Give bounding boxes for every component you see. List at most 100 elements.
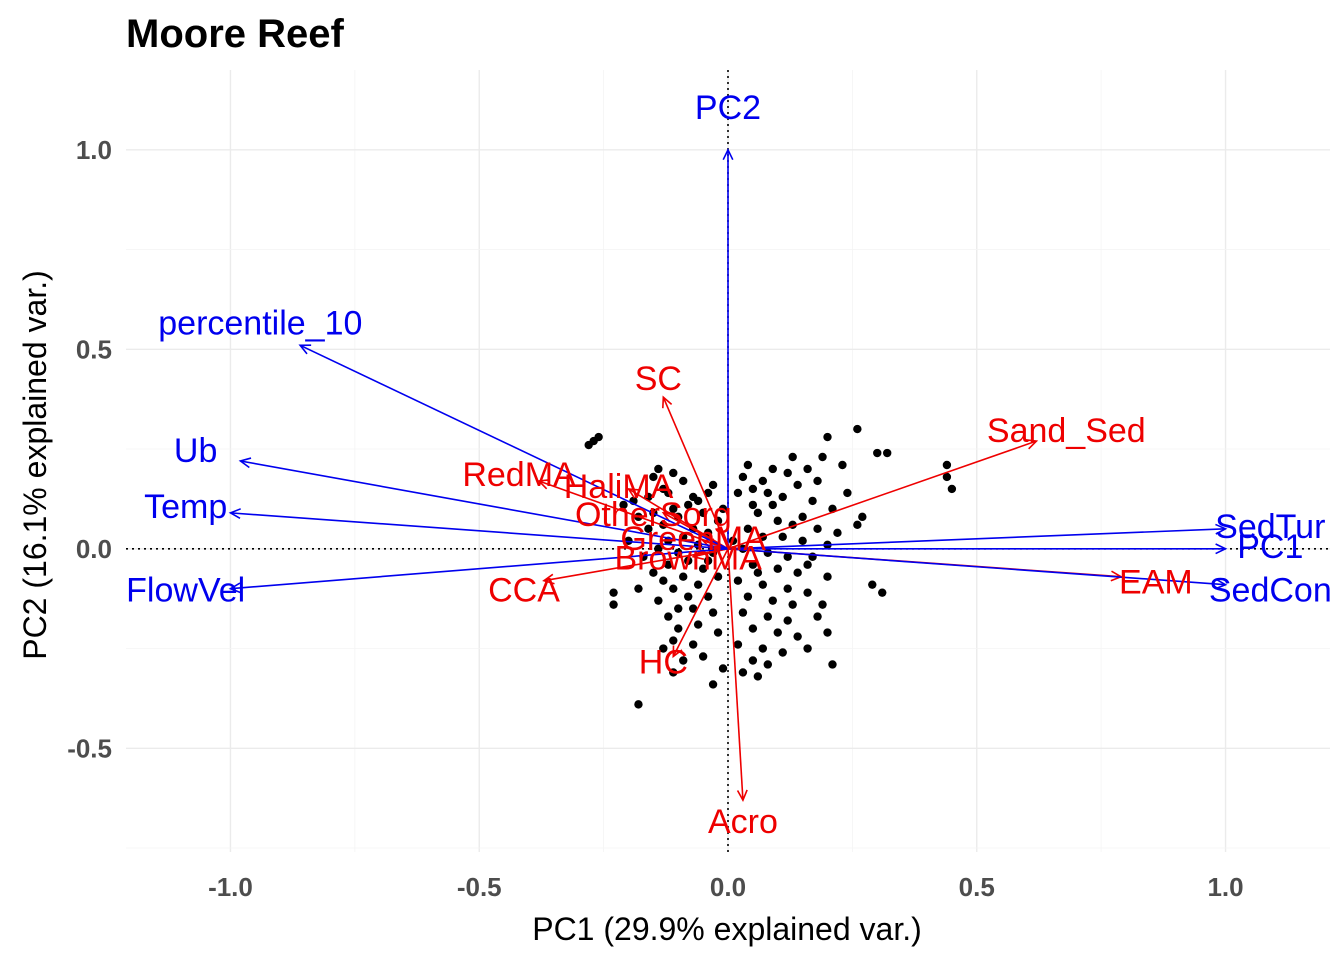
score-point — [823, 572, 832, 581]
score-point — [763, 612, 773, 621]
arrowhead-SedCon — [1215, 578, 1228, 590]
score-point — [683, 500, 693, 510]
arrow-label-GreenMA: GreenMA — [620, 520, 766, 558]
score-point — [649, 472, 658, 482]
arrow-label-SedTur: SedTur — [1215, 508, 1325, 546]
score-point — [698, 508, 708, 518]
score-point — [942, 460, 952, 470]
score-point — [773, 564, 782, 573]
y-axis-label: PC2 (16.1% explained var.) — [17, 270, 53, 660]
score-point — [683, 592, 693, 601]
score-point — [808, 496, 817, 506]
arrow-Ub — [240, 460, 729, 550]
loading-arrows — [228, 147, 1228, 802]
arrow-label-HC: HC — [639, 643, 688, 681]
arrow-CCA — [543, 547, 729, 582]
score-point — [773, 628, 782, 637]
score-point — [753, 568, 763, 577]
score-point — [853, 424, 862, 434]
score-point — [669, 468, 678, 478]
score-point — [763, 488, 773, 498]
arrow-Sand_Sed — [727, 440, 1037, 550]
arrow-label-Acro: Acro — [708, 803, 778, 841]
arrowhead-OtherSorg — [661, 511, 675, 523]
score-point — [763, 660, 773, 669]
score-point — [738, 608, 748, 617]
x-tick-label: 0.0 — [710, 872, 746, 902]
score-point — [748, 656, 758, 665]
score-point — [748, 500, 758, 510]
score-point — [843, 488, 852, 498]
arrowhead-SedTur — [1215, 523, 1228, 535]
score-point — [783, 552, 792, 561]
arrow-label-OtherSorg: OtherSorg — [575, 496, 732, 534]
arrow-RedMA — [538, 480, 729, 550]
score-point — [883, 448, 892, 458]
score-point — [738, 472, 748, 482]
arrowhead-PC2 — [722, 147, 734, 161]
chart-title: Moore Reef — [126, 12, 344, 56]
arrow-label-Sand_Sed: Sand_Sed — [987, 412, 1146, 450]
score-point — [688, 604, 698, 613]
score-point — [664, 612, 673, 621]
arrowhead-SC — [662, 395, 673, 409]
score-point — [743, 592, 753, 601]
score-point — [798, 536, 807, 545]
score-point — [788, 600, 797, 609]
score-point — [654, 464, 663, 474]
arrow-Temp — [230, 512, 729, 550]
score-points — [584, 424, 957, 709]
score-point — [703, 488, 713, 498]
score-point — [634, 584, 643, 593]
score-point — [679, 476, 688, 486]
score-point — [649, 568, 658, 577]
score-point — [698, 652, 708, 661]
score-point — [664, 488, 673, 498]
score-point — [743, 524, 753, 534]
arrow-SedCon — [727, 547, 1226, 586]
arrowhead-HaliMA — [626, 487, 640, 499]
score-point — [783, 584, 792, 593]
score-point — [783, 468, 792, 478]
y-axis-ticks: -0.5 0.0 0.5 1.0 — [67, 135, 112, 763]
score-point — [698, 564, 708, 573]
score-point — [768, 596, 777, 605]
score-point — [713, 572, 723, 581]
score-point — [778, 648, 787, 657]
score-point — [718, 504, 728, 514]
score-point — [708, 480, 718, 490]
x-tick-label: -0.5 — [457, 872, 502, 902]
score-point — [818, 452, 827, 462]
score-point — [609, 588, 618, 597]
arrow-label-Temp: Temp — [144, 488, 227, 526]
arrow-label-SC: SC — [635, 360, 682, 398]
score-point — [823, 432, 832, 442]
score-point — [708, 608, 718, 617]
score-point — [679, 532, 688, 542]
score-point — [738, 668, 748, 677]
score-point — [669, 584, 678, 593]
score-point — [818, 600, 827, 609]
score-point — [674, 604, 683, 613]
y-tick-label: 0.0 — [76, 534, 112, 564]
score-point — [683, 556, 693, 565]
score-point — [728, 536, 738, 545]
score-point — [778, 532, 787, 542]
score-point — [803, 644, 812, 653]
score-point — [942, 472, 952, 482]
score-point — [693, 496, 703, 506]
score-point — [703, 556, 713, 565]
score-point — [654, 544, 663, 553]
score-point — [758, 580, 768, 589]
x-tick-label: 1.0 — [1207, 872, 1243, 902]
arrowhead-Acro — [736, 789, 748, 802]
arrow-label-HaliMA: HaliMA — [564, 468, 674, 506]
score-point — [858, 512, 867, 522]
score-point — [798, 512, 807, 522]
score-point — [813, 612, 822, 621]
score-point — [619, 500, 628, 510]
score-point — [634, 700, 643, 709]
score-point — [778, 492, 787, 502]
arrow-percentile_10 — [299, 344, 729, 550]
score-point — [659, 644, 668, 653]
